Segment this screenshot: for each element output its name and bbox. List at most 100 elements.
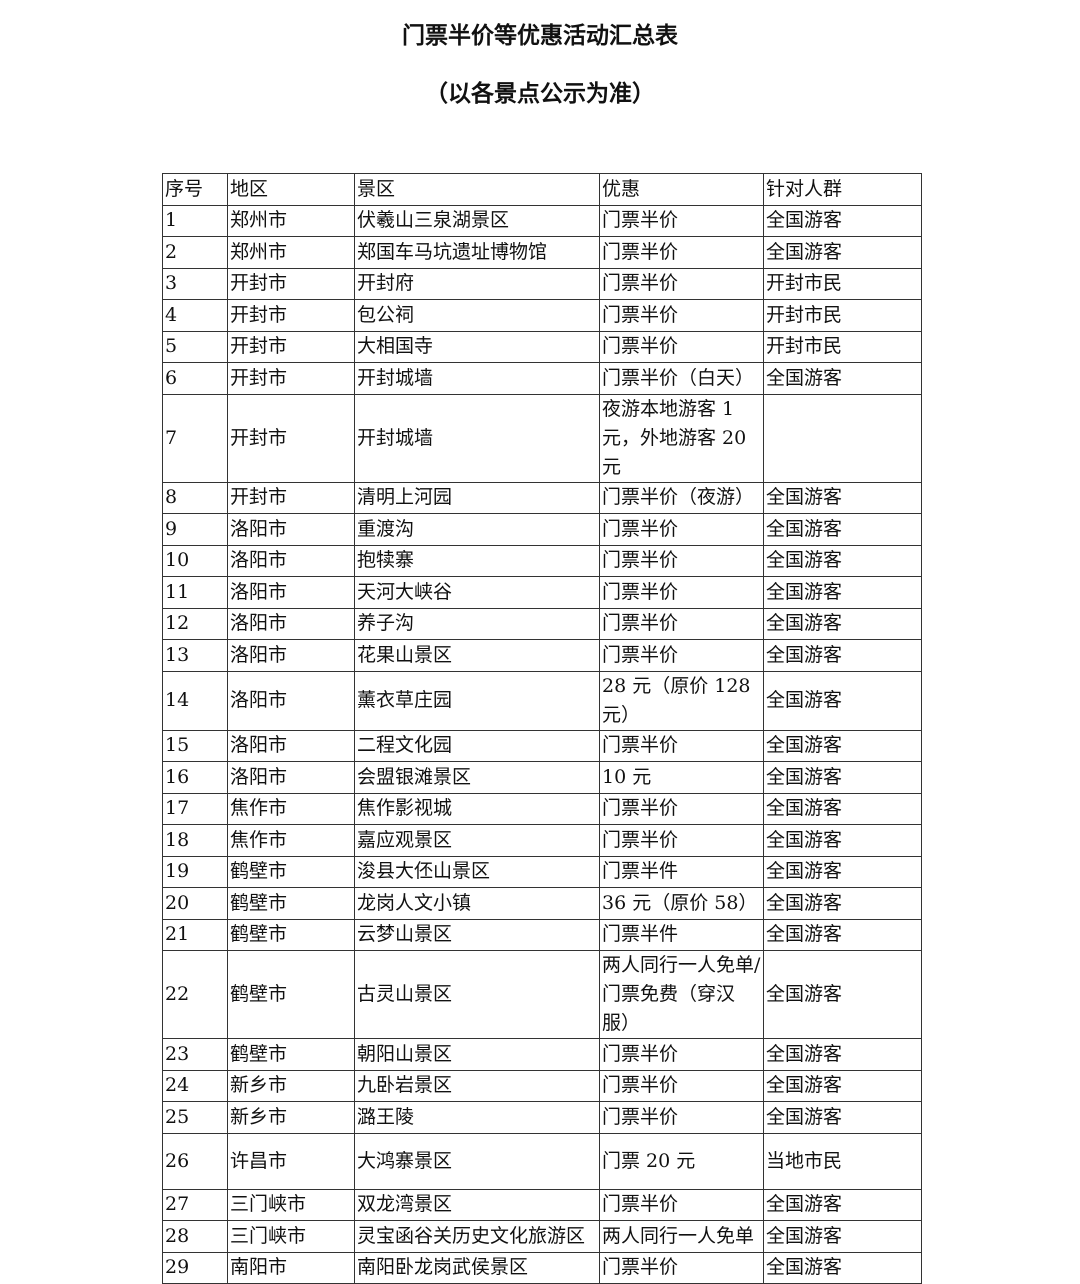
audience-cell: 全国游客 (763, 887, 922, 920)
discount-cell: 门票半价 (599, 513, 764, 546)
discount-table: 序号 地区 景区 优惠 针对人群 1 郑州市 伏羲山三泉湖景区 门票半价 全国游客 2 郑州… (162, 173, 922, 1284)
table-row: 23 鹤壁市 朝阳山景区 门票半价 全国游客 (162, 1038, 922, 1071)
table-row: 16 洛阳市 会盟银滩景区 10 元全国游客 (162, 761, 922, 794)
region-cell: 焦作市 (227, 792, 355, 825)
scenic-spot-cell: 开封城墙 (354, 393, 600, 483)
discount-cell: 门票半价 (599, 607, 764, 640)
table-row: 11 洛阳市 天河大峡谷 门票半价 全国游客 (162, 576, 922, 609)
scenic-spot-cell: 浚县大伾山景区 (354, 855, 600, 888)
header-cell: 景区 (354, 173, 600, 206)
index-cell: 22 (162, 950, 228, 1039)
audience-cell: 全国游客 (763, 544, 922, 577)
table-row: 1 郑州市 伏羲山三泉湖景区 门票半价 全国游客 (162, 204, 922, 237)
table-header-row: 序号 地区 景区 优惠 针对人群 (162, 173, 922, 206)
table-row: 26 许昌市 大鸿寨景区 门票 20 元当地市民 (162, 1132, 922, 1190)
region-cell: 洛阳市 (227, 544, 355, 577)
discount-cell: 门票半价 (599, 1038, 764, 1071)
scenic-spot-cell: 嘉应观景区 (354, 824, 600, 857)
discount-cell: 夜游本地游客 1 元，外地游客 20 元 (599, 393, 764, 483)
table-row: 19 鹤壁市 浚县大伾山景区 门票半件 全国游客 (162, 855, 922, 888)
audience-cell: 全国游客 (763, 204, 922, 237)
region-cell: 洛阳市 (227, 639, 355, 672)
index-cell: 7 (162, 393, 228, 483)
header-cell: 序号 (162, 173, 228, 206)
table-row: 27 三门峡市 双龙湾景区 门票半价 全国游客 (162, 1188, 922, 1221)
table-row: 15 洛阳市 二程文化园 门票半价 全国游客 (162, 729, 922, 762)
region-cell: 开封市 (227, 267, 355, 300)
region-cell: 鹤壁市 (227, 950, 355, 1039)
table-row: 9 洛阳市 重渡沟 门票半价 全国游客 (162, 513, 922, 546)
audience-cell: 全国游客 (763, 824, 922, 857)
discount-cell: 门票半价 (599, 792, 764, 825)
audience-cell: 全国游客 (763, 1188, 922, 1221)
table-row: 22 鹤壁市 古灵山景区 两人同行一人免单/门票免费（穿汉服） 全国游客 (162, 950, 922, 1039)
discount-cell: 两人同行一人免单 (599, 1220, 764, 1253)
table-row: 7 开封市 开封城墙 夜游本地游客 1 元，外地游客 20 元 (162, 393, 922, 483)
scenic-spot-cell: 双龙湾景区 (354, 1188, 600, 1221)
header-cell: 针对人群 (763, 173, 922, 206)
table-row: 29 南阳市 南阳卧龙岗武侯景区 门票半价 全国游客 (162, 1251, 922, 1284)
region-cell: 三门峡市 (227, 1220, 355, 1253)
audience-cell: 全国游客 (763, 918, 922, 951)
region-cell: 南阳市 (227, 1251, 355, 1284)
scenic-spot-cell: 薰衣草庄园 (354, 670, 600, 731)
discount-cell: 门票半价 (599, 267, 764, 300)
scenic-spot-cell: 云梦山景区 (354, 918, 600, 951)
audience-cell: 全国游客 (763, 855, 922, 888)
region-cell: 开封市 (227, 481, 355, 514)
table-row: 17 焦作市 焦作影视城 门票半价 全国游客 (162, 792, 922, 825)
index-cell: 5 (162, 330, 228, 363)
scenic-spot-cell: 花果山景区 (354, 639, 600, 672)
region-cell: 洛阳市 (227, 513, 355, 546)
index-cell: 13 (162, 639, 228, 672)
table-row: 10 洛阳市 抱犊寨 门票半价 全国游客 (162, 544, 922, 577)
index-cell: 17 (162, 792, 228, 825)
scenic-spot-cell: 灵宝函谷关历史文化旅游区 (354, 1220, 600, 1253)
audience-cell: 全国游客 (763, 576, 922, 609)
index-cell: 11 (162, 576, 228, 609)
index-cell: 25 (162, 1101, 228, 1134)
table-row: 4 开封市 包公祠 门票半价 开封市民 (162, 299, 922, 332)
audience-cell: 全国游客 (763, 1038, 922, 1071)
table-row: 5 开封市 大相国寺 门票半价 开封市民 (162, 330, 922, 363)
discount-cell: 门票半价 (599, 576, 764, 609)
audience-cell: 开封市民 (763, 267, 922, 300)
region-cell: 开封市 (227, 299, 355, 332)
index-cell: 16 (162, 761, 228, 794)
region-cell: 许昌市 (227, 1132, 355, 1190)
discount-cell: 门票半价（夜游） (599, 481, 764, 514)
scenic-spot-cell: 抱犊寨 (354, 544, 600, 577)
audience-cell (763, 393, 922, 483)
header-cell: 地区 (227, 173, 355, 206)
index-cell: 6 (162, 362, 228, 395)
region-cell: 鹤壁市 (227, 855, 355, 888)
discount-cell: 28 元（原价 128 元） (599, 670, 764, 731)
region-cell: 焦作市 (227, 824, 355, 857)
index-cell: 20 (162, 887, 228, 920)
table-row: 2 郑州市 郑国车马坑遗址博物馆 门票半价 全国游客 (162, 236, 922, 269)
audience-cell: 全国游客 (763, 607, 922, 640)
index-cell: 3 (162, 267, 228, 300)
index-cell: 9 (162, 513, 228, 546)
discount-cell: 门票半价 (599, 544, 764, 577)
scenic-spot-cell: 大鸿寨景区 (354, 1132, 600, 1190)
discount-cell: 36 元（原价 58） (599, 887, 764, 920)
discount-cell: 门票半价 (599, 1069, 764, 1102)
region-cell: 洛阳市 (227, 670, 355, 731)
index-cell: 27 (162, 1188, 228, 1221)
discount-cell: 门票半价（白天） (599, 362, 764, 395)
index-cell: 26 (162, 1132, 228, 1190)
scenic-spot-cell: 郑国车马坑遗址博物馆 (354, 236, 600, 269)
table-row: 28 三门峡市 灵宝函谷关历史文化旅游区 两人同行一人免单 全国游客 (162, 1220, 922, 1253)
audience-cell: 全国游客 (763, 1251, 922, 1284)
table-row: 12 洛阳市 养子沟 门票半价 全国游客 (162, 607, 922, 640)
scenic-spot-cell: 九卧岩景区 (354, 1069, 600, 1102)
audience-cell: 全国游客 (763, 1101, 922, 1134)
region-cell: 郑州市 (227, 204, 355, 237)
index-cell: 8 (162, 481, 228, 514)
table-row: 20 鹤壁市 龙岗人文小镇 36 元（原价 58） 全国游客 (162, 887, 922, 920)
document-subtitle: （以各景点公示为准） (425, 80, 655, 107)
header-cell: 优惠 (599, 173, 764, 206)
scenic-spot-cell: 养子沟 (354, 607, 600, 640)
scenic-spot-cell: 重渡沟 (354, 513, 600, 546)
